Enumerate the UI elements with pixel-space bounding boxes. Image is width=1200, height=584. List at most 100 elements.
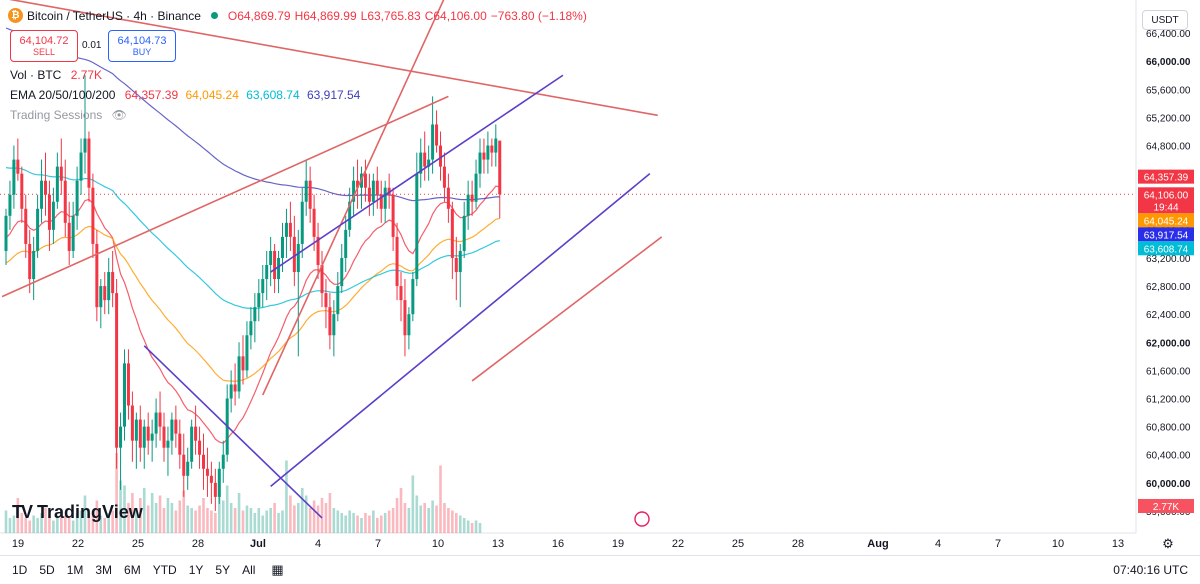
candle-body (288, 222, 292, 237)
time-tick-label: 4 (315, 538, 321, 550)
time-tick-label: 28 (192, 538, 204, 550)
volume-bar (379, 515, 383, 533)
candle-body (138, 419, 142, 448)
volume-bar (316, 505, 320, 533)
volume-bar (427, 508, 430, 533)
sell-button[interactable]: 64,104.72 SELL (10, 30, 78, 62)
candle (328, 293, 332, 350)
candle-body (245, 335, 249, 371)
candle-body (130, 405, 134, 441)
timeframe-1m[interactable]: 1M (66, 563, 84, 577)
candle (198, 426, 202, 469)
candle (316, 222, 320, 280)
time-tick-label: Jul (250, 538, 266, 550)
candle-body (379, 194, 383, 209)
currency-select[interactable]: USDT (1142, 10, 1188, 30)
candle (419, 138, 423, 188)
timeframe-5d[interactable]: 5D (39, 563, 55, 577)
candle-body (348, 201, 352, 230)
volume-legend[interactable]: Vol · BTC 2.77K (10, 68, 102, 82)
candle-body (391, 194, 395, 237)
candle-body (229, 384, 233, 399)
candle (119, 412, 123, 490)
timeframe-all[interactable]: All (242, 563, 256, 577)
timeframe-1d[interactable]: 1D (12, 563, 28, 577)
candle (332, 300, 336, 357)
sell-label: SELL (32, 47, 56, 57)
candle-body (166, 440, 170, 448)
volume-bar (447, 508, 450, 533)
candle (269, 236, 273, 287)
volume-bar (415, 495, 419, 533)
timeframe-3m[interactable]: 3M (95, 563, 113, 577)
candle-body (395, 236, 399, 287)
time-tick-label: 4 (935, 538, 941, 550)
candle (51, 187, 55, 244)
timeframe-5y[interactable]: 5Y (215, 563, 231, 577)
candle (103, 272, 107, 315)
volume-bar (221, 500, 225, 533)
volume-bar (249, 508, 253, 533)
candle (205, 447, 209, 497)
timeframe-ytd[interactable]: YTD (152, 563, 177, 577)
candle-body (371, 180, 375, 202)
volume-bar (376, 518, 379, 533)
ohlc-high: H64,869.99 (294, 8, 357, 23)
calendar-icon[interactable]: ▦ (271, 562, 284, 577)
volume-bar (99, 515, 103, 533)
volume-bar (190, 508, 193, 533)
candle-body (363, 173, 367, 188)
symbol-title[interactable]: Bitcoin / TetherUS · 4h · Binance (27, 8, 201, 23)
volume-bar (304, 495, 308, 533)
eye-icon[interactable]: 👁 (111, 108, 127, 122)
ema-legend[interactable]: EMA 20/50/100/200 64,357.39 64,045.24 63… (10, 88, 360, 102)
price-tick-label: 64,800.00 (1146, 142, 1191, 153)
tradingview-logo-text: TradingView (37, 502, 143, 522)
volume-bar (277, 513, 280, 533)
price-tick-label: 65,200.00 (1146, 113, 1191, 124)
candle (379, 180, 383, 223)
volume-bar (356, 515, 359, 533)
candle-body (126, 363, 130, 406)
utc-clock[interactable]: 07:40:16 UTC (1113, 563, 1188, 577)
trading-sessions-legend[interactable]: Trading Sessions 👁 (10, 108, 127, 122)
timeframe-6m[interactable]: 6M (124, 563, 141, 577)
candle (399, 272, 403, 322)
volume-bar (75, 513, 79, 533)
timeframe-1y[interactable]: 1Y (188, 563, 204, 577)
volume-bar (107, 513, 110, 533)
volume-bar (458, 515, 462, 533)
time-tick-label: 7 (995, 538, 1001, 550)
candle-body (403, 300, 407, 336)
price-tick-label: 62,000.00 (1146, 338, 1191, 349)
volume-bar (455, 513, 458, 533)
candle-body (458, 250, 462, 273)
candle (20, 166, 24, 223)
volume-bar (308, 508, 312, 533)
volume-bar (261, 515, 265, 533)
alert-flash-icon[interactable] (634, 511, 650, 527)
settings-gear-icon[interactable]: ⚙ (1162, 536, 1174, 551)
volume-label: Vol · BTC (10, 68, 62, 82)
candle (462, 201, 466, 258)
candle (91, 173, 95, 258)
candle (8, 180, 12, 230)
buy-button[interactable]: 64,104.73 BUY (108, 30, 176, 62)
candle (439, 131, 442, 181)
candle (83, 75, 87, 174)
volume-bar (443, 503, 446, 533)
candle-body (79, 152, 83, 181)
volume-bar (336, 510, 340, 533)
volume-bar (8, 518, 12, 533)
candle-body (352, 180, 356, 202)
candle (245, 321, 249, 378)
candle (154, 398, 158, 448)
tradingview-logo: TV TradingView (12, 502, 143, 523)
volume-bar (210, 510, 213, 533)
candle (442, 152, 446, 202)
candle-body (198, 440, 202, 455)
candle (363, 159, 367, 202)
volume-bar (257, 508, 261, 533)
price-tick-label: 60,800.00 (1146, 423, 1191, 434)
